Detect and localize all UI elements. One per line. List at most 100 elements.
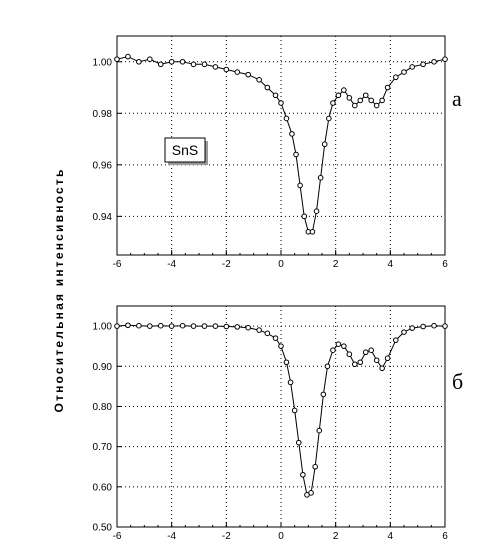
data-point xyxy=(136,322,142,329)
x-tick-label: -4 xyxy=(167,259,176,270)
data-point xyxy=(442,323,448,329)
data-point xyxy=(312,463,318,470)
data-point xyxy=(278,343,284,349)
y-tick-label: 0.50 xyxy=(93,523,113,534)
data-point xyxy=(212,323,219,329)
x-tick-label: 0 xyxy=(278,259,284,270)
data-point xyxy=(401,329,407,335)
x-tick-label: -6 xyxy=(113,259,122,270)
data-point xyxy=(168,58,175,65)
data-point xyxy=(223,66,230,73)
data-point xyxy=(300,471,306,478)
data-point xyxy=(287,379,294,386)
data-point xyxy=(136,58,142,65)
data-point xyxy=(201,61,208,68)
data-point xyxy=(114,323,120,329)
data-point xyxy=(326,115,332,122)
x-tick-label: 2 xyxy=(333,531,339,542)
y-tick-label: 0.70 xyxy=(93,442,113,453)
data-point xyxy=(278,100,284,106)
x-tick-label: 6 xyxy=(442,531,448,542)
y-tick-label: 0.60 xyxy=(93,482,113,493)
x-tick-label: 2 xyxy=(333,259,339,270)
y-tick-label: 0.98 xyxy=(93,109,113,120)
data-point xyxy=(316,427,323,434)
data-point xyxy=(442,56,448,62)
data-point xyxy=(308,490,314,496)
data-point xyxy=(384,84,391,91)
data-point xyxy=(157,61,164,68)
data-point xyxy=(256,327,262,333)
data-point xyxy=(393,337,399,343)
data-point xyxy=(401,69,407,75)
data-point xyxy=(114,56,120,62)
y-tick-label: 0.90 xyxy=(93,362,113,373)
data-point xyxy=(431,322,437,329)
data-point xyxy=(157,322,164,329)
data-point xyxy=(420,61,426,68)
x-tick-label: -4 xyxy=(167,531,176,542)
data-point xyxy=(125,322,131,329)
data-point xyxy=(295,439,302,446)
data-point xyxy=(168,323,175,329)
data-point xyxy=(234,69,241,75)
data-point xyxy=(335,341,342,347)
data-point xyxy=(147,56,153,62)
data-point xyxy=(373,357,380,364)
y-axis-label: Относительная интенсивность xyxy=(52,167,66,412)
panel-b: -6 -4 -2 0 2 4 6 0.50 0.60 0.70 0.80 0.90 1.00 б xyxy=(93,305,463,542)
x-tick-label: 6 xyxy=(442,259,448,270)
data-point xyxy=(346,351,353,358)
x-tick-label: -2 xyxy=(222,531,231,542)
panel-letter: а xyxy=(452,86,462,111)
data-point xyxy=(346,95,353,101)
y-tick-label: 1.00 xyxy=(93,57,113,68)
data-point xyxy=(373,102,380,109)
data-point xyxy=(324,363,331,370)
annotation-box xyxy=(164,137,206,163)
data-point xyxy=(330,347,336,354)
data-point xyxy=(393,74,399,81)
data-point xyxy=(379,97,385,104)
panel-letter: б xyxy=(452,369,463,394)
data-point xyxy=(330,100,336,106)
data-point xyxy=(190,323,197,329)
y-tick-label: 0.96 xyxy=(93,160,113,171)
data-point xyxy=(301,213,308,220)
data-point xyxy=(379,365,385,372)
data-point xyxy=(368,97,375,104)
data-point xyxy=(293,151,299,158)
y-tick-label: 0.80 xyxy=(93,402,113,413)
data-point xyxy=(264,84,271,91)
data-point xyxy=(352,102,358,109)
data-point xyxy=(341,87,347,93)
data-point xyxy=(201,323,208,329)
data-point xyxy=(223,323,230,330)
data-point xyxy=(245,71,251,78)
data-point xyxy=(234,324,241,330)
data-point xyxy=(335,92,342,99)
data-point xyxy=(313,208,320,214)
x-tick-label: 4 xyxy=(388,259,394,270)
annotation-label: SnS xyxy=(172,142,198,158)
data-point xyxy=(264,330,271,337)
data-point xyxy=(321,141,328,148)
data-point xyxy=(409,64,416,70)
data-point xyxy=(309,229,316,235)
data-point xyxy=(420,323,426,330)
data-point xyxy=(179,58,186,65)
data-point xyxy=(362,349,369,356)
x-tick-label: 0 xyxy=(278,531,284,542)
data-point xyxy=(272,335,279,341)
panel-a: -6 -4 -2 0 2 4 6 0.94 0.96 0.98 1.00 а SnS xyxy=(93,35,462,270)
data-point xyxy=(256,77,262,83)
data-point xyxy=(190,61,197,68)
data-point xyxy=(320,391,327,398)
data-point xyxy=(317,174,324,181)
x-tick-label: 4 xyxy=(388,531,394,542)
data-point xyxy=(357,97,364,104)
data-point xyxy=(147,323,153,329)
data-point xyxy=(125,53,131,60)
data-point xyxy=(384,355,391,362)
